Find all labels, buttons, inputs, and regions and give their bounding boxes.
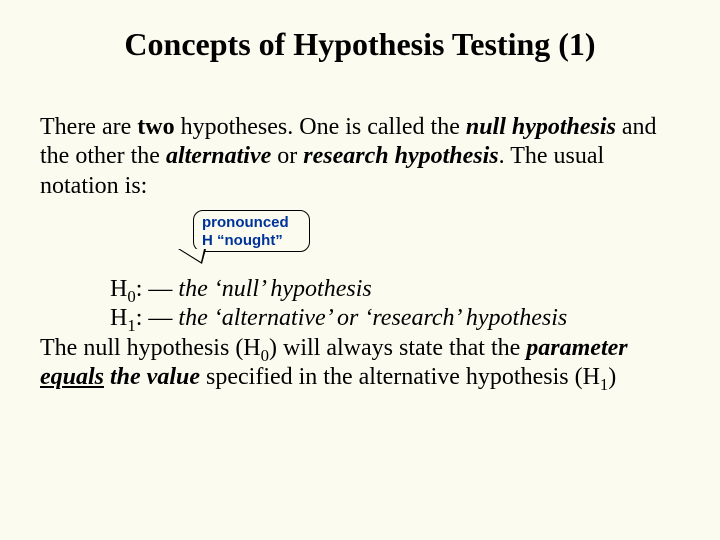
callout-line1: pronounced — [202, 214, 303, 232]
text-bolditalic: the value — [110, 364, 200, 390]
text: The null hypothesis (H — [40, 335, 261, 361]
callout-line2: H “nought” — [202, 232, 303, 250]
h-subscript: 0 — [127, 287, 135, 306]
pronunciation-callout: pronounced H “nought” — [193, 210, 310, 252]
text-bolditalic-underline: equals — [40, 364, 104, 390]
text-bolditalic: research hypothesis — [303, 143, 498, 169]
h0-definition: H0: — the ‘null’ hypothesis — [40, 275, 680, 304]
h-symbol: H — [110, 276, 127, 302]
text: or — [271, 143, 303, 169]
slide-title: Concepts of Hypothesis Testing (1) — [0, 26, 720, 63]
closing-paragraph: The null hypothesis (H0) will always sta… — [40, 334, 680, 393]
text: ) will always state that the — [269, 335, 526, 361]
slide: Concepts of Hypothesis Testing (1) There… — [0, 0, 720, 540]
text: ) — [608, 364, 616, 390]
definitions-block: H0: — the ‘null’ hypothesis H1: — the ‘a… — [40, 275, 680, 392]
text: There are — [40, 114, 137, 140]
text-bolditalic: null hypothesis — [466, 114, 616, 140]
def-sep: : — — [136, 276, 179, 302]
intro-paragraph: There are two hypotheses. One is called … — [40, 113, 680, 201]
h-subscript: 0 — [261, 345, 269, 364]
h-symbol: H — [110, 305, 127, 331]
def-sep: : — — [136, 305, 179, 331]
text: specified in the alternative hypothesis … — [200, 364, 600, 390]
def-text: the ‘null’ hypothesis — [178, 276, 371, 302]
h-subscript: 1 — [127, 316, 135, 335]
def-text: the ‘alternative’ or ‘research’ hypothes… — [178, 305, 567, 331]
text-bolditalic: alternative — [166, 143, 271, 169]
text-bold: two — [137, 114, 174, 140]
h1-definition: H1: — the ‘alternative’ or ‘research’ hy… — [40, 304, 680, 333]
text-bolditalic: parameter — [526, 335, 627, 361]
text: hypotheses. One is called the — [175, 114, 466, 140]
